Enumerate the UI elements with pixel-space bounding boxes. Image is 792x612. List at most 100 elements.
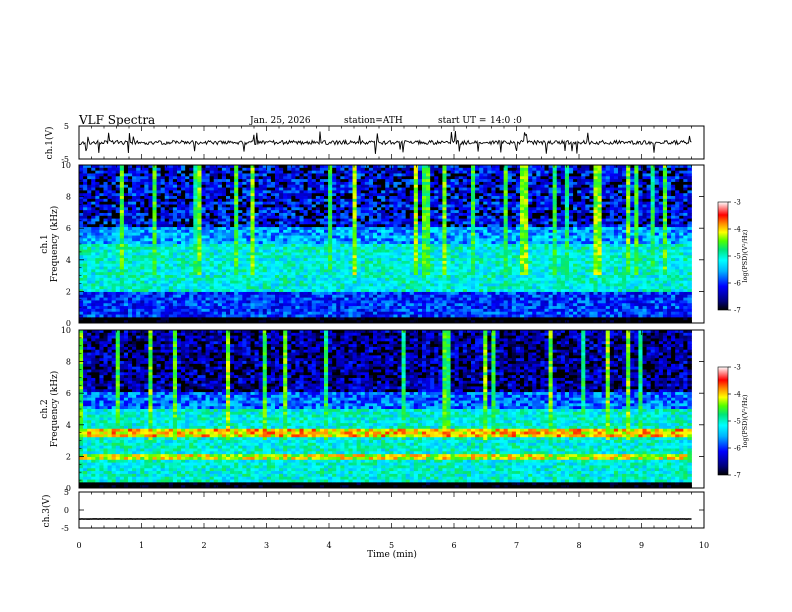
spectrogram-cell — [246, 289, 251, 293]
spectrogram-cell — [238, 249, 243, 253]
spectrogram-cell — [258, 173, 264, 177]
spectrogram-cell — [430, 308, 435, 313]
spectrogram-cell — [132, 190, 137, 194]
spectrogram-cell — [128, 286, 133, 290]
spectrogram-cell — [115, 204, 121, 208]
spectrogram-cell — [87, 266, 92, 270]
spectrogram-cell — [181, 227, 186, 231]
spectrogram-cell — [91, 184, 96, 188]
spectrogram-cell — [385, 229, 390, 234]
spectrogram-cell — [168, 320, 174, 324]
spectrogram-cell — [160, 249, 166, 253]
spectrogram-cell — [201, 190, 206, 194]
spectrogram-cell — [226, 198, 231, 203]
spectrogram-cell — [389, 187, 394, 191]
spectrogram-cell — [103, 255, 108, 259]
spectrogram-cell — [307, 201, 313, 205]
spectrogram-cell — [136, 198, 141, 203]
spectrogram-cell — [123, 173, 129, 177]
spectrogram-cell — [201, 218, 206, 222]
spectrogram-cell — [209, 207, 215, 211]
spectrogram-cell — [344, 317, 349, 321]
spectrogram-cell — [221, 314, 227, 318]
spectrogram-cell — [197, 227, 202, 231]
spectrogram-cell — [103, 179, 108, 183]
spectrogram-cell — [103, 198, 108, 203]
spectrogram-cell — [156, 207, 162, 211]
spectrogram-cell — [83, 320, 88, 324]
spectrogram-cell — [275, 314, 280, 318]
spectrogram-cell — [136, 258, 141, 262]
spectrogram-cell — [140, 229, 145, 234]
spectrogram-cell — [164, 176, 170, 180]
spectrogram-cell — [152, 289, 157, 293]
spectrogram-cell — [95, 272, 100, 276]
spectrogram-cell — [79, 167, 84, 172]
spectrogram-cell — [136, 297, 141, 301]
spectrogram-cell — [377, 306, 382, 310]
spectrogram-cell — [217, 306, 223, 310]
spectrogram-cell — [213, 176, 219, 180]
spectrogram-cell — [79, 286, 84, 290]
spectrogram-cell — [156, 212, 162, 217]
spectrogram-cell — [373, 289, 378, 293]
spectrogram-cell — [422, 277, 427, 282]
spectrogram-cell — [234, 238, 239, 242]
spectrogram-cell — [148, 277, 153, 282]
spectrogram-cell — [103, 187, 108, 191]
spectrogram-cell — [242, 201, 247, 205]
spectrogram-cell — [79, 266, 84, 270]
spectrogram-cell — [291, 224, 296, 228]
spectrogram-cell — [287, 229, 292, 234]
spectrogram-cell — [385, 204, 390, 208]
spectrogram-cell — [136, 238, 141, 242]
spectrogram-cell — [295, 291, 300, 296]
spectrogram-cell — [209, 297, 215, 301]
spectrogram-cell — [209, 167, 215, 172]
spectrogram-cell — [230, 184, 235, 188]
spectrogram-cell — [417, 190, 423, 194]
spectrogram-cell — [234, 244, 239, 248]
spectrogram-cell — [422, 198, 427, 203]
spectrogram-cell — [181, 179, 186, 183]
spectrogram-cell — [373, 317, 378, 321]
spectrogram-cell — [417, 277, 423, 282]
spectrogram-cell — [148, 173, 153, 177]
spectrogram-cell — [299, 314, 304, 318]
spectrogram-cell — [140, 212, 145, 217]
spectrogram-cell — [221, 190, 227, 194]
spectrogram-cell — [324, 227, 329, 231]
spectrogram-cell — [242, 303, 247, 307]
spectrogram-cell — [193, 229, 198, 234]
ch1-spectrogram-image — [79, 165, 692, 324]
spectrogram-cell — [111, 277, 117, 282]
spectrogram-cell — [209, 198, 215, 203]
spectrogram-cell — [254, 258, 260, 262]
spectrogram-cell — [185, 300, 190, 304]
spectrogram-cell — [287, 314, 292, 318]
spectrogram-cell — [266, 277, 272, 282]
spectrogram-cell — [397, 277, 402, 282]
spectrogram-cell — [344, 179, 349, 183]
spectrogram-cell — [164, 170, 170, 174]
spectrogram-cell — [262, 317, 268, 321]
spectrogram-cell — [336, 308, 341, 313]
spectrogram-cell — [328, 286, 333, 290]
spectrogram-cell — [238, 224, 243, 228]
spectrogram-cell — [426, 269, 431, 273]
spectrogram-cell — [324, 187, 329, 191]
spectrogram-cell — [283, 184, 288, 188]
spectrogram-cell — [181, 317, 186, 321]
spectrogram-cell — [336, 212, 341, 217]
spectrogram-cell — [254, 266, 260, 270]
spectrogram-cell — [426, 184, 431, 188]
spectrogram-cell — [287, 212, 292, 217]
spectrogram-cell — [413, 297, 419, 301]
spectrogram-cell — [368, 249, 374, 253]
spectrogram-cell — [172, 291, 178, 296]
spectrogram-cell — [221, 320, 227, 324]
spectrogram-cell — [283, 173, 288, 177]
spectrogram-cell — [340, 275, 345, 279]
spectrogram-cell — [417, 306, 423, 310]
spectrogram-cell — [168, 252, 174, 256]
